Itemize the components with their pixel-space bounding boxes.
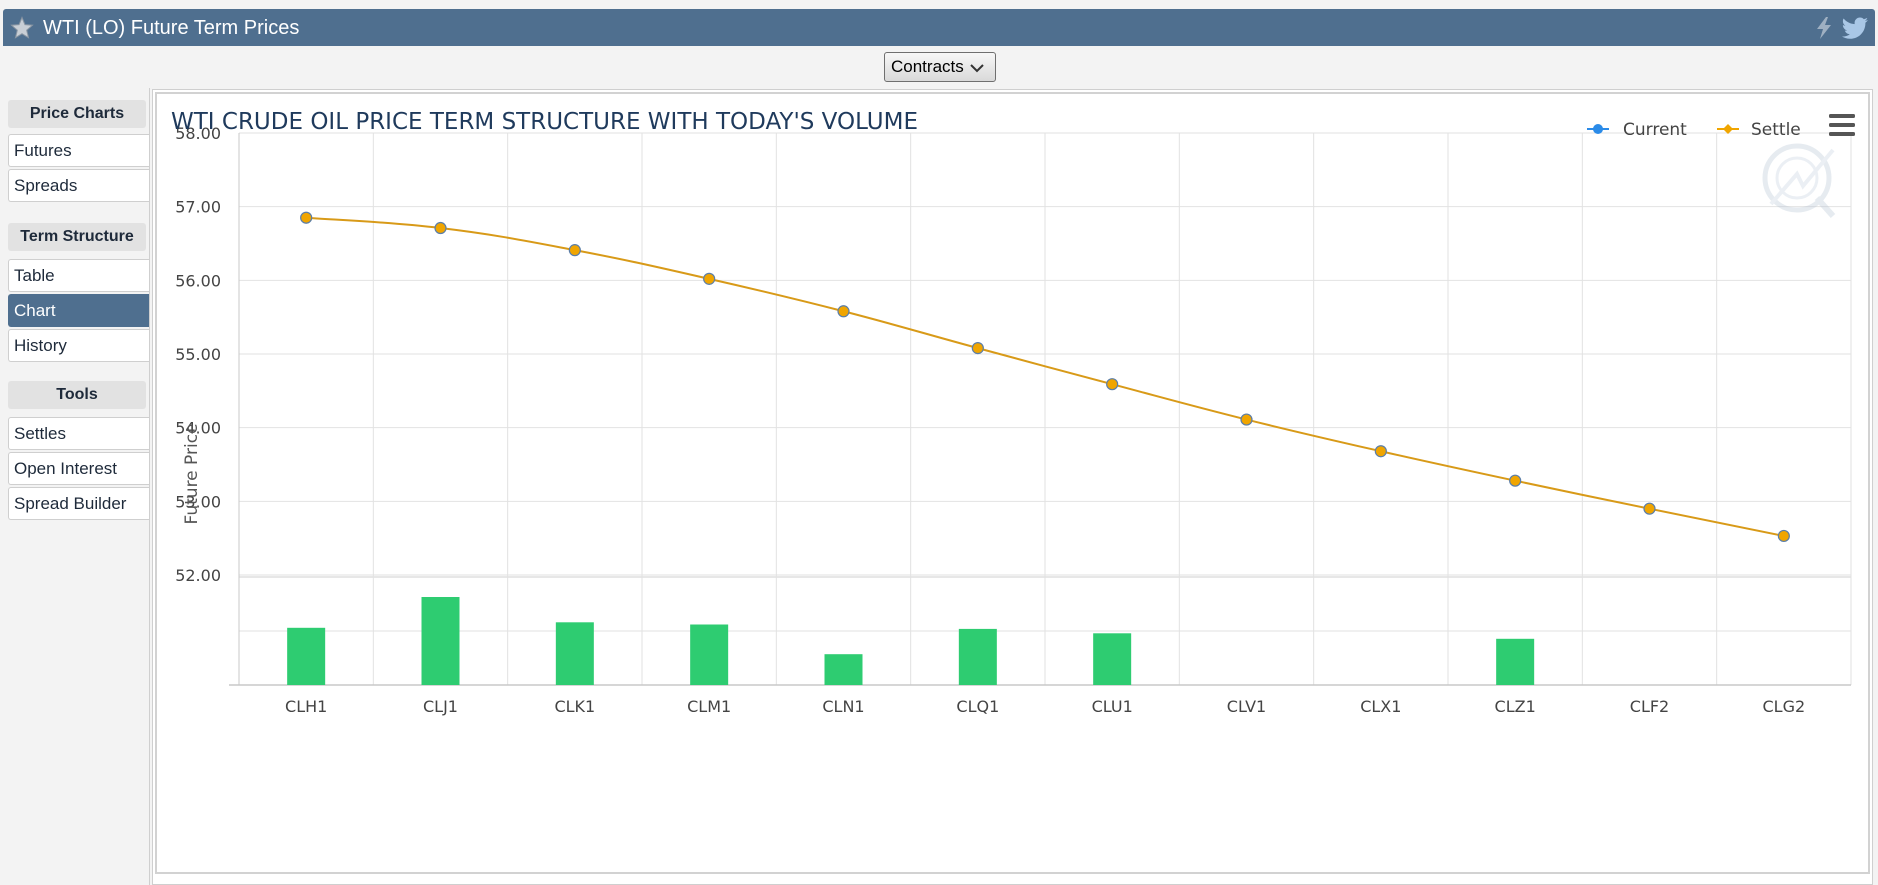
contracts-dropdown[interactable]: Contracts	[884, 52, 996, 82]
hamburger-menu-icon[interactable]	[1824, 110, 1860, 140]
volume-bar	[958, 628, 997, 685]
settle-data-point[interactable]	[971, 342, 984, 355]
sidebar-item-spreads[interactable]: Spreads	[8, 169, 150, 202]
volume-bar	[824, 654, 863, 685]
lightning-icon[interactable]	[1815, 17, 1833, 39]
x-tick-label: CLV1	[1227, 697, 1266, 716]
sidebar-item-table[interactable]: Table	[8, 259, 150, 292]
settle-data-point[interactable]	[1777, 529, 1790, 543]
legend-settle[interactable]: Settle	[1717, 120, 1801, 140]
volume-bar	[287, 627, 326, 685]
y-tick-label: 57.00	[175, 198, 221, 217]
settle-data-point[interactable]	[703, 272, 716, 285]
x-tick-label: CLG2	[1762, 697, 1805, 716]
volume-bar	[1496, 638, 1535, 685]
sidebar-item-settles[interactable]: Settles	[8, 417, 150, 450]
term-structure-chart: 58.00 57.00 56.00 55.00 54.00 53.00 52.00 CLH1…	[171, 109, 1860, 716]
y-axis-label: Future Price	[182, 423, 202, 524]
chart-container: 58.00 57.00 56.00 55.00 54.00 53.00 52.00 CLH1…	[155, 92, 1870, 874]
volume-bar	[1093, 633, 1132, 685]
volume-bar	[690, 624, 729, 685]
settle-data-point[interactable]	[837, 305, 850, 318]
contracts-label: Contracts	[891, 57, 964, 76]
sidebar-heading-tools: Tools	[8, 381, 146, 409]
y-tick-label: 53.00	[175, 492, 221, 511]
settle-data-point[interactable]	[1240, 413, 1253, 426]
y-tick-label: 55.00	[175, 345, 221, 364]
legend-current-label: Current	[1623, 120, 1687, 140]
x-tick-label: CLJ1	[423, 697, 458, 716]
volume-bar	[555, 622, 594, 685]
x-tick-label: CLZ1	[1495, 697, 1536, 716]
sidebar-item-open-interest[interactable]: Open Interest	[8, 452, 150, 485]
y-tick-label: 54.00	[175, 419, 221, 438]
settle-data-point[interactable]	[1643, 502, 1656, 515]
settle-series-line	[306, 216, 1785, 537]
y-tick-label: 58.00	[175, 124, 221, 143]
sidebar-item-futures[interactable]: Futures	[8, 134, 150, 167]
sidebar-item-chart[interactable]: Chart	[8, 294, 150, 327]
sidebar-heading-term-structure: Term Structure	[8, 223, 146, 251]
chevron-down-icon	[970, 64, 984, 73]
x-tick-label: CLK1	[554, 697, 595, 716]
settle-data-point[interactable]	[568, 244, 581, 257]
volume-bar	[421, 597, 460, 685]
legend-settle-label: Settle	[1751, 120, 1801, 140]
x-tick-label: CLM1	[687, 697, 731, 716]
x-tick-label: CLQ1	[956, 697, 999, 716]
settle-data-point[interactable]	[1374, 445, 1387, 458]
page-title: WTI (LO) Future Term Prices	[43, 17, 300, 39]
sidebar-item-history[interactable]: History	[8, 329, 150, 362]
twitter-icon[interactable]	[1841, 17, 1869, 39]
x-tick-label: CLF2	[1630, 697, 1669, 716]
title-bar: WTI (LO) Future Term Prices	[3, 9, 1875, 46]
x-tick-label: CLH1	[285, 697, 327, 716]
watermark-logo	[1762, 143, 1836, 218]
legend-current[interactable]: Current	[1587, 120, 1687, 140]
sidebar-divider	[149, 88, 150, 885]
settle-data-point[interactable]	[300, 211, 313, 224]
y-tick-label: 56.00	[175, 271, 221, 290]
y-tick-label: 52.00	[175, 566, 221, 585]
chart-title: WTI CRUDE OIL PRICE TERM STRUCTURE WITH …	[171, 109, 918, 135]
star-icon[interactable]	[10, 16, 34, 40]
settle-data-point[interactable]	[1106, 378, 1119, 391]
sidebar-heading-price-charts: Price Charts	[8, 100, 146, 128]
settle-data-point[interactable]	[434, 221, 447, 235]
sidebar-item-spread-builder[interactable]: Spread Builder	[8, 487, 150, 520]
x-tick-label: CLN1	[822, 697, 864, 716]
settle-data-point[interactable]	[1509, 474, 1522, 487]
x-tick-label: CLU1	[1092, 697, 1133, 716]
x-tick-label: CLX1	[1360, 697, 1401, 716]
